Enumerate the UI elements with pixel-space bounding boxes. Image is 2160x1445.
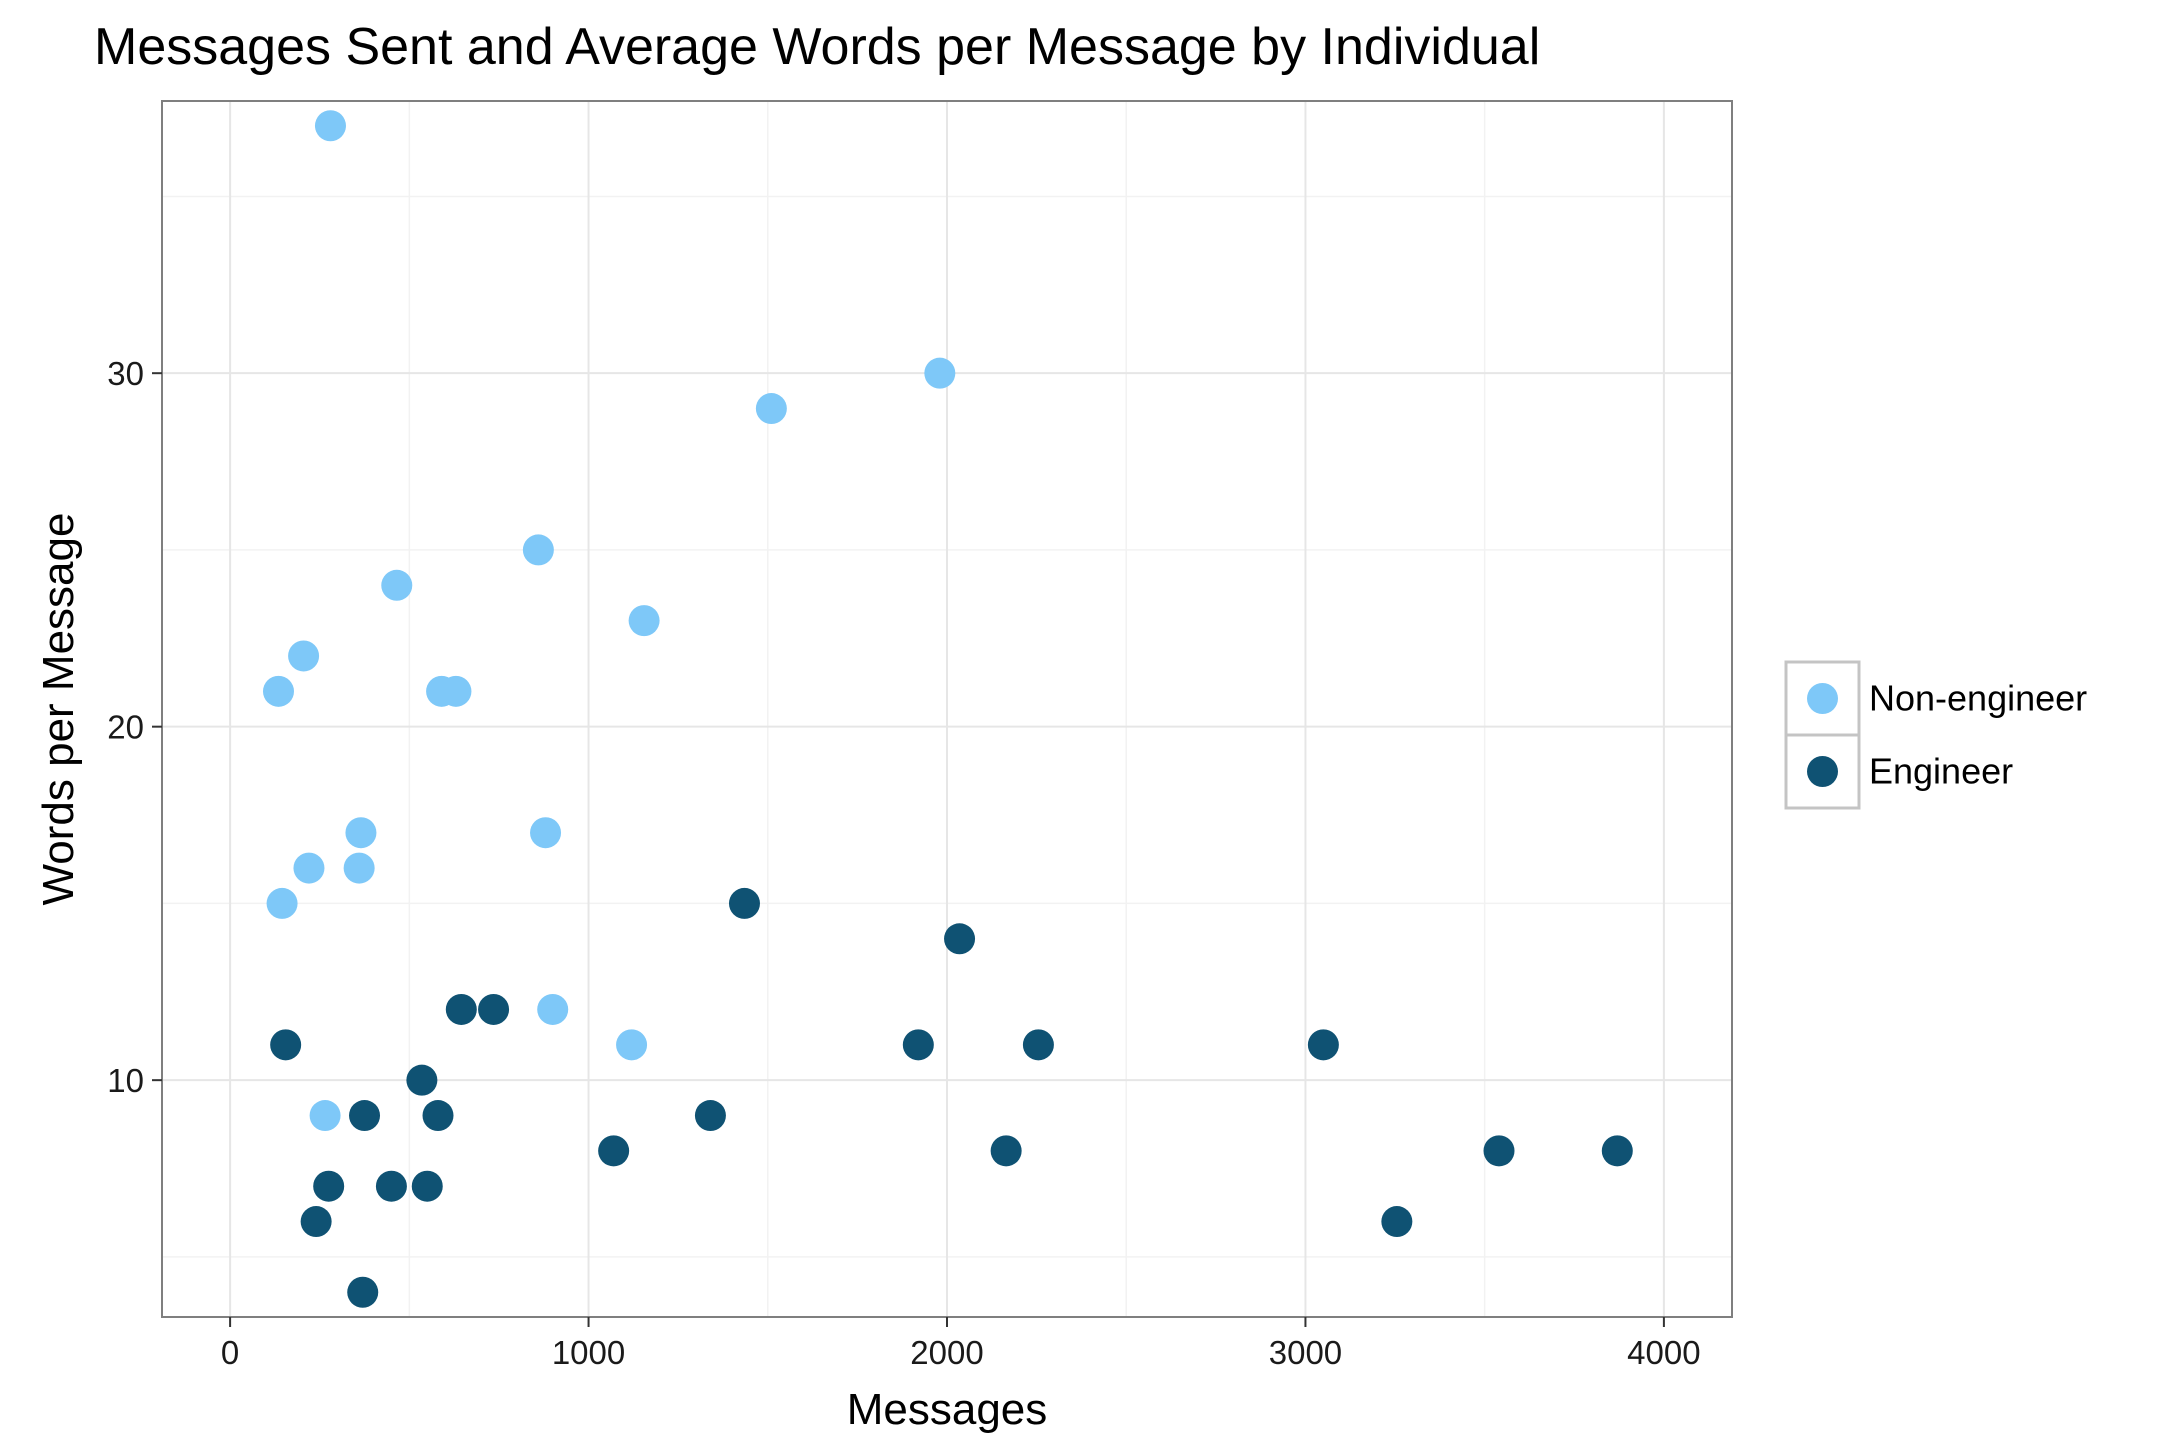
point-engineer: [990, 1135, 1022, 1167]
point-non-engineer: [262, 675, 294, 707]
legend-label-engineer: Engineer: [1869, 751, 2013, 792]
legend-swatch-engineer: [1807, 756, 1838, 787]
x-axis-title: Messages: [847, 1385, 1048, 1434]
point-non-engineer: [616, 1029, 648, 1061]
y-axis-title: Words per Message: [34, 513, 83, 906]
y-tick-label: 20: [107, 709, 144, 746]
point-engineer: [1601, 1135, 1633, 1167]
point-non-engineer: [755, 393, 787, 425]
y-axis: 10 20 30: [107, 355, 162, 1099]
point-engineer: [694, 1100, 726, 1132]
point-non-engineer: [924, 357, 956, 389]
point-engineer: [1483, 1135, 1515, 1167]
point-non-engineer: [628, 605, 660, 637]
x-tick-label: 2000: [910, 1334, 983, 1371]
point-engineer: [300, 1206, 332, 1238]
x-tick-label: 3000: [1269, 1334, 1342, 1371]
point-engineer: [347, 1276, 379, 1308]
legend-label-non-engineer: Non-engineer: [1869, 678, 2087, 719]
x-axis: 0 1000 2000 3000 4000: [221, 1317, 1701, 1371]
x-tick-label: 0: [221, 1334, 239, 1371]
legend-swatch-non-engineer: [1807, 683, 1838, 714]
y-tick-label: 30: [107, 355, 144, 392]
point-non-engineer: [522, 534, 554, 566]
point-non-engineer: [381, 569, 413, 601]
point-engineer: [422, 1100, 454, 1132]
point-non-engineer: [309, 1100, 341, 1132]
x-tick-label: 4000: [1627, 1334, 1700, 1371]
point-engineer: [1381, 1206, 1413, 1238]
point-non-engineer: [314, 110, 346, 142]
point-engineer: [944, 923, 976, 955]
point-engineer: [478, 993, 510, 1025]
point-non-engineer: [345, 817, 377, 849]
point-non-engineer: [266, 887, 298, 919]
point-engineer: [1022, 1029, 1054, 1061]
point-engineer: [1307, 1029, 1339, 1061]
data-points: [262, 110, 1633, 1308]
y-tick-label: 10: [107, 1062, 144, 1099]
point-engineer: [349, 1100, 381, 1132]
point-non-engineer: [343, 852, 375, 884]
point-engineer: [406, 1064, 438, 1096]
point-engineer: [445, 993, 477, 1025]
point-non-engineer: [293, 852, 325, 884]
point-engineer: [728, 887, 760, 919]
x-tick-label: 1000: [552, 1334, 625, 1371]
legend: Non-engineer Engineer: [1784, 660, 2087, 810]
point-engineer: [375, 1170, 407, 1202]
chart-title: Messages Sent and Average Words per Mess…: [94, 18, 1540, 76]
plot-panel: [161, 100, 1733, 1318]
point-non-engineer: [537, 993, 569, 1025]
point-engineer: [270, 1029, 302, 1061]
point-engineer: [411, 1170, 443, 1202]
point-engineer: [598, 1135, 630, 1167]
point-engineer: [313, 1170, 345, 1202]
major-gridlines: [162, 101, 1732, 1317]
point-non-engineer: [440, 675, 472, 707]
point-non-engineer: [288, 640, 320, 672]
point-non-engineer: [530, 817, 562, 849]
point-engineer: [902, 1029, 934, 1061]
